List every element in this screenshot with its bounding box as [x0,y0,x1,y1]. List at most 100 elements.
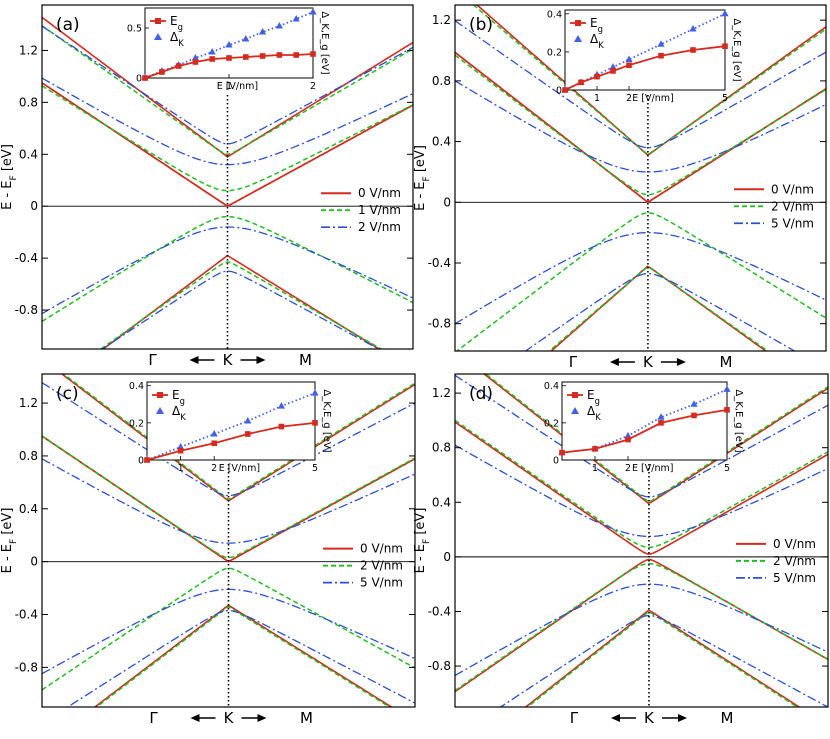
legend-label: 2 V/nm [771,199,814,213]
inset-x-axis-label: E [V/nm] [217,81,258,92]
inset-dk-point [624,431,632,439]
band-line [42,85,413,192]
legend: 0 V/nm 1 V/nm 2 V/nm [321,186,401,234]
inset-eg-point [610,68,616,74]
y-tick-label: -0.8 [15,660,38,674]
inset-x-axis-label: E [V/nm] [632,463,673,474]
legend-label: 0 V/nm [773,537,816,551]
band-line [455,212,826,351]
y-tick-label: 0.8 [19,95,38,109]
inset-x-axis-label: E [V/nm] [632,93,673,104]
y-tick-label: 0.4 [19,147,38,161]
x-label-k: K [223,351,234,369]
legend-label: 2 V/nm [773,554,816,568]
inset-legend-dk-marker [574,35,582,42]
x-label-m: M [300,709,313,727]
band-line [455,421,828,555]
plot-frame [454,4,827,352]
inset-eg-point [625,436,631,443]
inset-eg-point [209,56,215,62]
inset-dk-point [657,413,665,420]
legend: 0 V/nm 2 V/nm 5 V/nm [734,182,814,230]
inset-eg-point [159,69,165,75]
inset-dk-point [311,389,319,396]
y-tick-label: 0.4 [432,135,451,149]
series-2-V-nm [455,5,826,351]
inset-eg-point [722,43,728,49]
y-tick-label: 1.2 [432,13,451,27]
series-5-V-nm [455,374,828,707]
inset-x-tick-label: 1 [592,463,598,474]
inset-x-tick-label: 1 [226,81,232,92]
inset-dk-point [625,55,633,63]
inset-y-axis-label: Δ_K,E_g [eV] [321,389,332,452]
inset-eg-point [559,449,565,456]
panel-c: 1.2 0.8 0.4 0 -0.4 -0.8 E - EF [eV] Γ K M (c) 0 V/n… [0,373,416,727]
band-line [524,609,801,707]
inset-y-tick-label: 0 [553,456,559,467]
panel-a: 1.2 0.8 0.4 0 -0.4 -0.8 E - EF [eV] Γ K M (a) 0 V/n… [0,4,414,369]
panel-label: (c) [56,384,79,404]
inset-dk-point [309,8,317,15]
inset-y-axis-label: Δ_K,E_g [eV] [319,11,330,74]
inset-eg-point [691,412,697,419]
inset-frame [561,381,728,461]
inset-eg-point [144,457,150,463]
inset-eg-point [142,75,148,81]
y-tick-label: 0.8 [432,441,451,455]
x-label-m: M [299,351,312,369]
y-tick-label: 1.2 [432,386,451,400]
inset-legend-dk-label: ΔK [590,32,604,50]
inset-dk-point [191,54,199,61]
x-label-m: M [720,709,733,727]
inset-legend-eg-marker [572,392,578,398]
series-5-V-nm [455,20,826,351]
y-tick-label: 1.2 [19,396,38,410]
legend: 0 V/nm 2 V/nm 5 V/nm [323,542,403,590]
inset-dk-point [657,40,665,47]
inset-legend-eg-marker [155,18,161,24]
inset-x-tick-label: 1 [178,463,184,474]
panel-label: (b) [469,15,493,35]
band-line [499,614,828,707]
x-label-gamma: Γ [570,709,579,727]
inset-x-tick-label: 2 [626,93,632,104]
band-line [99,261,383,349]
panel-b: 1.2 0.8 0.4 0 -0.4 -0.8 E - EF [eV] Γ K M (b) 0 V/n… [413,4,827,371]
band-line [455,20,826,149]
x-label-k: K [643,353,654,371]
band-line [524,272,796,351]
legend-label: 0 V/nm [358,186,401,200]
inset-eg-point [259,53,266,59]
inset-y-tick-label: 0.4 [544,381,559,392]
inset-eg-line [146,422,316,461]
inset-dk-point [609,63,617,70]
inset-frame [146,381,316,461]
inset-y-tick-label: 0 [138,456,144,467]
inset-dk-point [208,48,216,55]
y-tick-label: 0 [30,199,38,213]
band-line [455,374,828,498]
bands [455,5,826,351]
inset-dk-point [689,25,697,32]
inset-x-tick-label: 2 [310,81,316,92]
inset-legend-dk-label: ΔK [172,404,186,422]
panel-label: (d) [469,384,493,404]
y-tick-label: 0.4 [432,495,451,509]
y-tick-label: 0 [443,195,451,209]
inset-x-tick-label: 5 [724,463,730,474]
inset-eg-point [310,51,316,57]
band-line [455,51,826,203]
y-axis-label: E - EF [eV] [0,508,19,574]
inset-dk-point [275,22,283,29]
band-line [42,435,415,559]
inset-eg-point [592,446,598,452]
inset-eg-line [561,409,728,454]
panel-label: (a) [56,15,80,35]
arrow-right-head [256,356,266,364]
y-tick-label: 0 [443,550,451,564]
inset-y-tick-label: 0.4 [547,9,562,20]
inset-eg-point [192,59,199,65]
